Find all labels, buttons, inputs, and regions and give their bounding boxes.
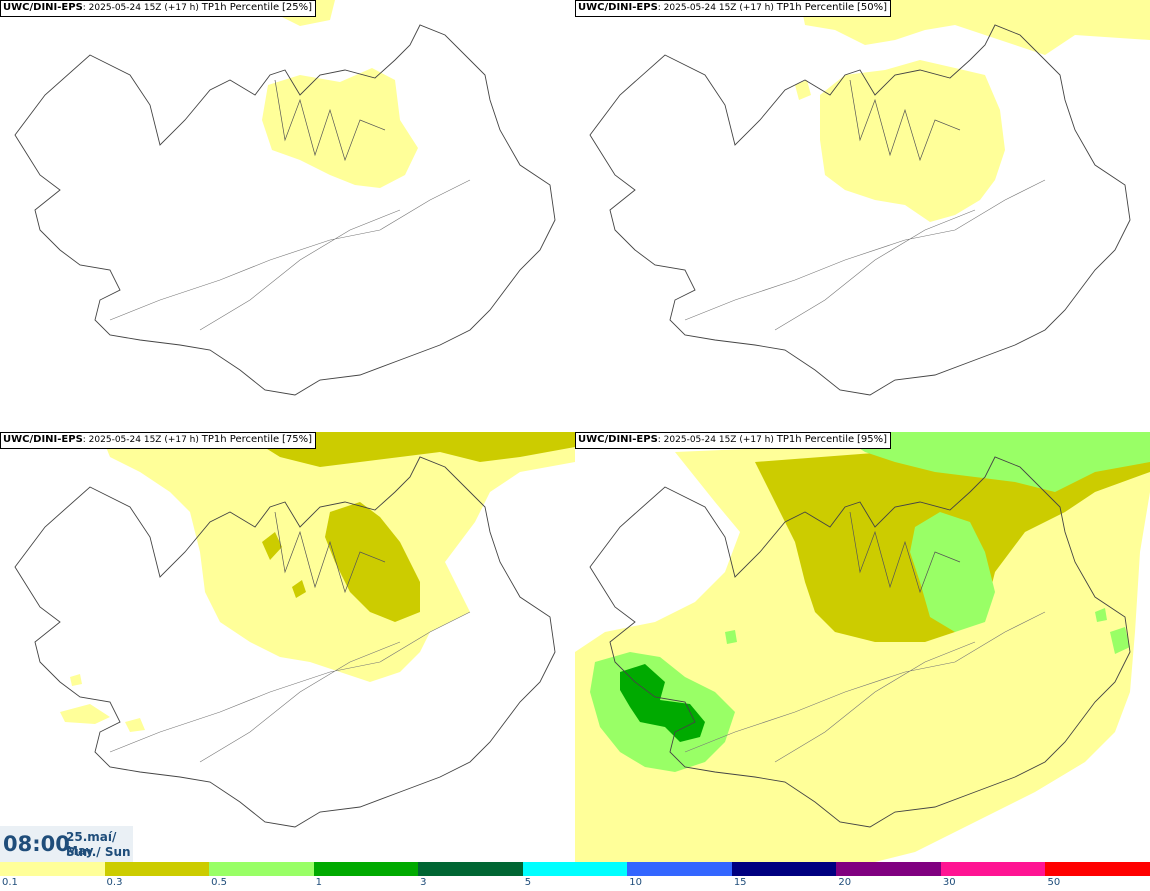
legend-tick-label: 15 xyxy=(733,877,747,888)
legend-swatch xyxy=(522,862,628,876)
color-legend xyxy=(0,862,1150,876)
precip-map xyxy=(14,0,556,396)
legend-swatch xyxy=(940,862,1046,876)
precip-area xyxy=(60,674,145,732)
panel-title: UWC/DINI-EPS: 2025-05-24 15Z (+17 h) TP1… xyxy=(575,432,892,449)
legend-swatch xyxy=(0,862,105,876)
legend-tick-label: 30 xyxy=(942,877,956,888)
legend-swatch xyxy=(731,862,837,876)
precip-area xyxy=(262,68,418,188)
map-panel-95: UWC/DINI-EPS: 2025-05-24 15Z (+17 h) TP1… xyxy=(575,432,1150,862)
legend-tick-label: 0.1 xyxy=(2,877,18,888)
legend-tick-label: 1 xyxy=(315,877,322,888)
valid-day: Sun./ Sun xyxy=(66,845,131,859)
coastline xyxy=(14,24,556,396)
precip-area xyxy=(820,60,1005,222)
road-network xyxy=(684,179,1046,331)
legend-swatch xyxy=(104,862,210,876)
coastline xyxy=(14,456,556,828)
legend-tick-label: 0.5 xyxy=(211,877,227,888)
valid-date: 25.maí/ May xyxy=(66,830,117,858)
precip-area xyxy=(620,664,705,742)
legend-tick-label: 50 xyxy=(1047,877,1061,888)
road-network xyxy=(684,611,1046,763)
road-network xyxy=(109,611,471,763)
precip-area xyxy=(910,512,995,632)
precip-map xyxy=(589,0,1150,396)
legend-swatch xyxy=(1045,862,1150,876)
legend-swatch xyxy=(313,862,419,876)
fjord-lines xyxy=(849,79,961,162)
precip-area xyxy=(325,502,420,622)
precip-area xyxy=(240,432,575,467)
legend-tick-label: 3 xyxy=(420,877,427,888)
map-panel-25: UWC/DINI-EPS: 2025-05-24 15Z (+17 h) TP1… xyxy=(0,0,575,430)
valid-hour: 08:00 xyxy=(3,832,70,856)
legend-swatch xyxy=(209,862,314,876)
precip-map xyxy=(14,432,575,828)
legend-tick-label: 20 xyxy=(838,877,852,888)
panel-title: UWC/DINI-EPS: 2025-05-24 15Z (+17 h) TP1… xyxy=(575,0,892,17)
coastline xyxy=(589,24,1131,396)
panel-title: UWC/DINI-EPS: 2025-05-24 15Z (+17 h) TP1… xyxy=(0,432,317,449)
legend-tick-label: 0.3 xyxy=(106,877,123,888)
legend-tick-label: 10 xyxy=(629,877,642,888)
legend-tick-label: 5 xyxy=(524,877,532,888)
fjord-lines xyxy=(274,79,386,162)
legend-swatch xyxy=(418,862,523,876)
fjord-lines xyxy=(274,511,386,594)
precip-area xyxy=(262,532,306,598)
road-network xyxy=(109,179,471,331)
fjord-lines xyxy=(849,511,961,594)
precip-area xyxy=(795,80,811,100)
legend-ticks: 0.1 0.3 0.5 1 3 5 10 15 20 30 50 xyxy=(0,877,1150,891)
panel-title: UWC/DINI-EPS: 2025-05-24 15Z (+17 h) TP1… xyxy=(0,0,317,17)
legend-swatch xyxy=(627,862,732,876)
map-panel-75: UWC/DINI-EPS: 2025-05-24 15Z (+17 h) TP1… xyxy=(0,432,575,862)
precip-map xyxy=(575,432,1150,862)
legend-swatch xyxy=(836,862,941,876)
map-panel-50: UWC/DINI-EPS: 2025-05-24 15Z (+17 h) TP1… xyxy=(575,0,1150,430)
coastline xyxy=(589,456,1131,828)
valid-time-box: 08:00 25.maí/ May Sun./ Sun xyxy=(0,826,133,862)
